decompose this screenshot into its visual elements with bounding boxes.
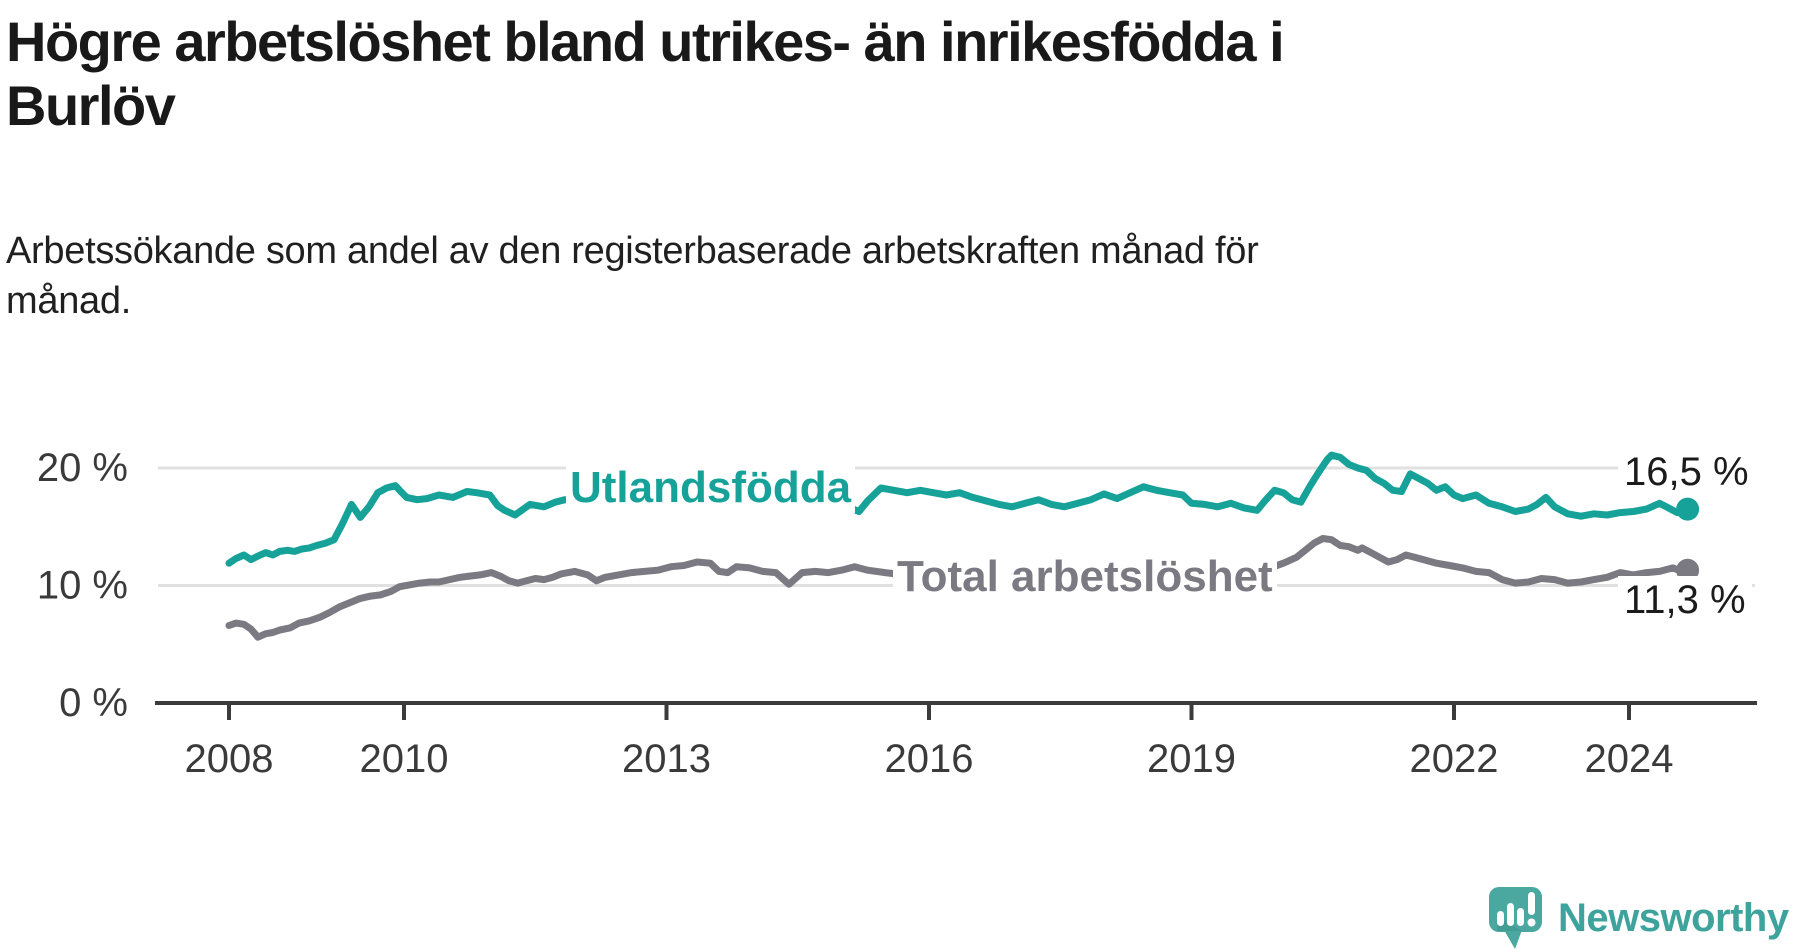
x-axis-label-2016: 2016 — [885, 737, 974, 781]
y-axis-label-20: 20 % — [37, 446, 128, 490]
chart-subtitle-line1: Arbetssökande som andel av den registerb… — [6, 230, 1259, 272]
chart-subtitle: Arbetssökande som andel av den registerb… — [6, 226, 1766, 326]
x-axis-label-2022: 2022 — [1410, 737, 1499, 781]
chart-title: Högre arbetslöshet bland utrikes- än inr… — [6, 10, 1786, 138]
x-axis-label-2024: 2024 — [1585, 737, 1674, 781]
series-label-utlandsfodda: Utlandsfödda — [566, 463, 856, 513]
x-axis-label-2010: 2010 — [360, 737, 449, 781]
newsworthy-logo-icon — [1489, 887, 1542, 949]
y-axis-label-0: 0 % — [59, 681, 128, 725]
series-label-total-arbetsloshet: Total arbetslöshet — [893, 552, 1277, 602]
x-axis-label-2008: 2008 — [185, 737, 274, 781]
end-value-label-total: 11,3 % — [1618, 576, 1752, 624]
x-axis-label-2013: 2013 — [622, 737, 711, 781]
end-value-label-utlandsfodda: 16,5 % — [1618, 448, 1755, 496]
chart-title-line1: Högre arbetslöshet bland utrikes- än inr… — [6, 10, 1285, 73]
x-axis-label-2019: 2019 — [1147, 737, 1236, 781]
logo-bar-2 — [1507, 903, 1514, 926]
chart-subtitle-line2: månad. — [6, 280, 131, 322]
newsworthy-logo: Newsworthy — [1488, 886, 1789, 950]
series-end-dot-utlandsfodda — [1676, 497, 1700, 521]
logo-bar-1 — [1497, 911, 1504, 926]
logo-exclamation-dot — [1527, 918, 1536, 927]
chart-title-line2: Burlöv — [6, 74, 176, 137]
series-end-dot-total — [1676, 558, 1700, 582]
series-line-utlandsfodda — [225, 451, 1692, 567]
series-line-total — [225, 535, 1692, 641]
logo-exclamation-bar — [1528, 892, 1535, 915]
newsworthy-logo-text: Newsworthy — [1558, 896, 1789, 940]
y-axis-label-10: 10 % — [37, 564, 128, 608]
logo-bar-3 — [1517, 908, 1524, 926]
